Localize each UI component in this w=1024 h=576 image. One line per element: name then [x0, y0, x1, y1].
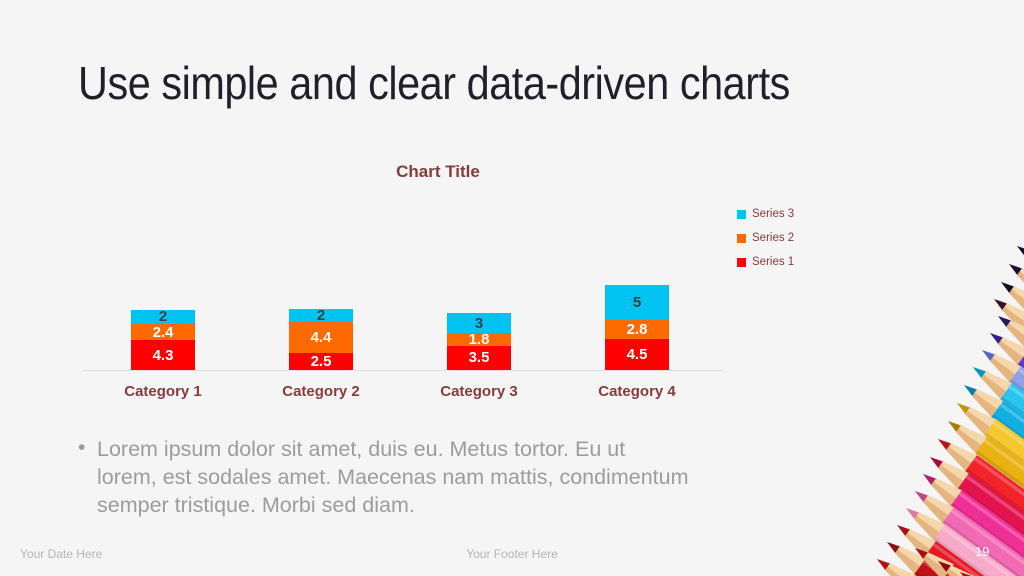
colored-pencils-image: [877, 246, 1024, 576]
category-label-3: Category 3: [440, 383, 518, 400]
pencil-19: [877, 559, 1024, 576]
bar-segment-series-1-cat4: 4.5: [605, 338, 669, 370]
category-label-1: Category 1: [124, 383, 202, 400]
legend-item-series-2: Series 2: [737, 226, 794, 250]
pencil-10: [957, 403, 1024, 576]
legend-label: Series 1: [752, 256, 795, 268]
data-label: 2.5: [310, 352, 332, 370]
pencil-3: [1001, 282, 1024, 315]
legend-swatch-icon: [737, 209, 746, 219]
bar-segment-series-3-cat4: 5: [605, 285, 669, 320]
bar-segment-series-1-cat1: 4.3: [131, 340, 195, 370]
pencil-6: [990, 333, 1024, 560]
category-label-2: Category 2: [282, 383, 360, 400]
data-label: 4.4: [310, 329, 332, 347]
bar-segment-series-2-cat2: 4.4: [289, 322, 353, 353]
pencil-1: [1017, 246, 1024, 259]
bar-segment-series-2-cat1: 2.4: [131, 324, 195, 341]
data-label: 3.5: [468, 349, 490, 367]
pencil-16: [906, 508, 1024, 576]
pencil-11: [948, 421, 1024, 576]
pencil-18: [887, 542, 1024, 576]
bar-segment-series-2-cat3: 1.8: [447, 331, 511, 349]
data-label: 4.3: [152, 346, 174, 364]
data-label: 5: [632, 293, 642, 311]
data-label: 2.8: [626, 320, 648, 338]
data-label: 3: [474, 314, 484, 332]
data-label: 1.8: [468, 331, 490, 349]
legend-item-series-3: Series 3: [737, 202, 794, 226]
pencil-5: [998, 316, 1024, 349]
pencil-7: [982, 350, 1024, 576]
legend-label: Series 3: [752, 208, 795, 220]
footer-text: Your Footer Here: [466, 547, 558, 561]
bar-segment-series-3-cat2: 2: [289, 306, 353, 324]
slide-title: Use simple and clear data-driven charts: [78, 57, 790, 109]
legend-swatch-icon: [737, 257, 746, 267]
legend-label: Series 2: [752, 232, 795, 244]
data-label: 4.5: [626, 345, 648, 363]
bar-segment-series-1-cat3: 3.5: [447, 345, 511, 370]
x-axis-line: [83, 370, 723, 371]
bullet-marker: •: [78, 436, 86, 459]
bar-segment-series-2-cat4: 2.8: [605, 319, 669, 339]
chart-legend: Series 3 Series 2 Series 1: [737, 202, 794, 274]
data-label: 2: [158, 308, 168, 326]
pencil-15: [915, 491, 1024, 576]
bar-segment-series-1-cat2: 2.5: [289, 352, 353, 370]
pencil-13: [930, 457, 1024, 576]
footer-date: Your Date Here: [20, 547, 103, 561]
data-label: 2.4: [152, 323, 174, 341]
pencil-22: [960, 572, 975, 576]
bullet-text: Lorem ipsum dolor sit amet, duis eu. Met…: [97, 437, 689, 517]
data-label: 2: [316, 306, 326, 324]
legend-item-series-1: Series 1: [737, 250, 794, 274]
legend-swatch-icon: [737, 233, 746, 243]
page-number: 19: [975, 544, 990, 559]
bar-segment-series-3-cat1: 2: [131, 308, 195, 326]
chart-title: Chart Title: [396, 162, 480, 181]
pencil-9: [964, 385, 1024, 576]
pencil-14: [923, 474, 1024, 576]
bar-segment-series-3-cat3: 3: [447, 312, 511, 334]
category-label-4: Category 4: [598, 383, 676, 400]
pencil-12: [938, 439, 1024, 576]
pencil-8: [973, 367, 1024, 576]
